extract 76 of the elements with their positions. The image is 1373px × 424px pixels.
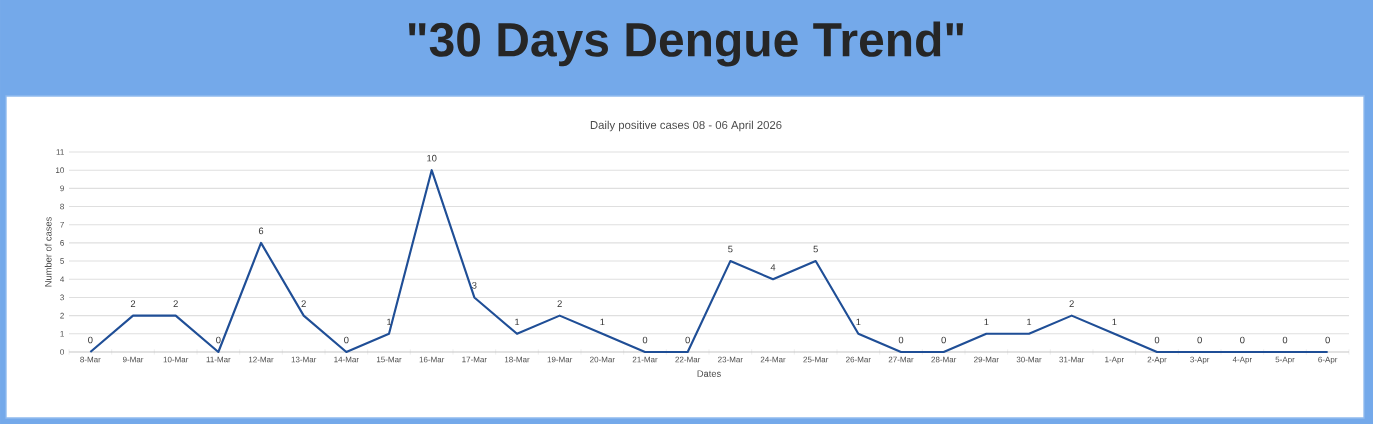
x-tick-label: 13-Mar [291, 356, 317, 363]
data-label: 1 [515, 318, 520, 326]
data-label: 0 [1154, 336, 1160, 344]
data-label: 0 [88, 336, 93, 344]
data-label: 2 [557, 300, 562, 307]
x-tick-label: 19-Mar [547, 356, 573, 363]
x-tick-label: 22-Mar [675, 356, 701, 363]
x-tick-label: 17-Mar [462, 356, 487, 363]
x-tick-label: 18-Mar [504, 356, 530, 363]
y-tick-label: 3 [60, 294, 64, 301]
data-label: 1 [856, 318, 861, 326]
x-tick-label: 3-Apr [1190, 356, 1210, 364]
data-label: 0 [1240, 336, 1245, 344]
x-tick-label: 21-Mar [632, 356, 658, 363]
x-tick-label: 11-Mar [206, 356, 231, 363]
x-tick-label: 28-Mar [931, 356, 957, 363]
data-label: 2 [301, 300, 306, 307]
data-label: 4 [770, 264, 776, 271]
data-label: 1 [387, 318, 392, 326]
data-label: 1 [600, 318, 605, 326]
data-label: 0 [1325, 336, 1330, 344]
y-tick-label: 10 [56, 167, 64, 174]
y-tick-label: 4 [60, 276, 65, 283]
y-tick-label: 6 [60, 240, 64, 246]
data-label: 0 [344, 336, 349, 344]
y-tick-label: 5 [60, 258, 64, 264]
data-label: 0 [898, 336, 904, 344]
y-tick-label: 11 [56, 149, 64, 155]
data-label: 1 [1027, 318, 1032, 326]
x-tick-label: 15-Mar [376, 356, 402, 363]
x-tick-label: 27-Mar [888, 356, 914, 363]
x-tick-label: 8-Mar [80, 356, 101, 363]
data-label: 0 [1197, 336, 1202, 344]
data-label: 5 [728, 245, 733, 253]
x-tick-label: 4-Apr [1232, 356, 1252, 364]
y-tick-label: 8 [60, 203, 64, 210]
x-tick-label: 29-Mar [974, 356, 999, 363]
data-label: 2 [1069, 300, 1074, 307]
x-tick-label: 25-Mar [803, 356, 829, 363]
y-tick-label: 2 [60, 312, 64, 319]
y-axis-title: Number of cases [44, 217, 52, 287]
data-label: 0 [216, 336, 221, 344]
x-tick-label: 30-Mar [1016, 356, 1042, 363]
data-label: 5 [813, 245, 818, 253]
x-tick-label: 16-Mar [419, 356, 445, 363]
chart-subtitle: Daily positive cases 08 - 06 April 2026 [590, 120, 782, 132]
data-label: 0 [941, 336, 946, 344]
x-tick-label: 31-Mar [1059, 356, 1085, 363]
x-tick-label: 6-Apr [1318, 356, 1338, 364]
y-tick-label: 0 [60, 349, 64, 355]
x-tick-label: 10-Mar [163, 356, 189, 363]
data-label: 3 [472, 282, 477, 289]
chart-title: "30 Days Dengue Trend" [408, 21, 964, 67]
data-label: 0 [685, 336, 690, 344]
data-label: 1 [1112, 318, 1117, 326]
y-tick-label: 7 [60, 221, 64, 228]
x-tick-label: 12-Mar [248, 356, 274, 363]
x-tick-label: 24-Mar [760, 356, 786, 363]
y-tick-label: 9 [60, 185, 64, 192]
x-tick-label: 20-Mar [590, 356, 615, 363]
data-label: 6 [258, 227, 264, 235]
x-tick-label: 23-Mar [718, 356, 743, 363]
data-label: 0 [1282, 336, 1288, 344]
x-tick-label: 5-Apr [1275, 356, 1295, 364]
x-axis-title: Dates [697, 370, 721, 377]
x-tick-label: 9-Mar [122, 356, 144, 363]
x-tick-label: 1-Apr [1105, 356, 1124, 364]
data-label: 2 [130, 300, 136, 307]
data-label: 1 [984, 318, 989, 326]
data-label: 10 [427, 154, 437, 162]
x-tick-label: 2-Apr [1147, 356, 1167, 364]
data-label: 0 [642, 336, 648, 344]
x-tick-label: 14-Mar [334, 356, 359, 363]
data-label: 2 [173, 300, 178, 307]
y-tick-label: 1 [60, 331, 64, 337]
x-tick-label: 26-Mar [846, 356, 871, 363]
